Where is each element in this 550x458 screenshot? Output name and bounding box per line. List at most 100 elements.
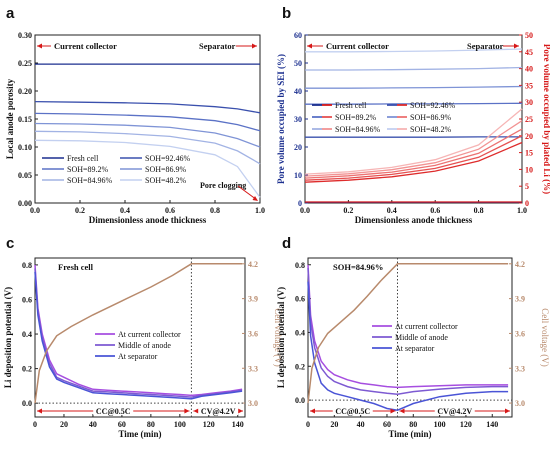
x-tick-label-a: 0.4 <box>120 206 130 215</box>
cc-label-bg-c <box>93 405 134 415</box>
x-tick-label-c: 60 <box>118 420 126 429</box>
cv-arrow-head-right-c <box>238 408 243 414</box>
y-right-tick-label-b: 5 <box>525 182 529 191</box>
y-tick-label-a: 0.10 <box>18 143 32 152</box>
x-tick-label-b: 0.0 <box>300 206 310 215</box>
legend-label-a: SOH=84.96% <box>67 176 113 185</box>
li-line-b <box>304 135 523 181</box>
y-tick-label-b: 40 <box>294 87 302 96</box>
y-tick-label-c: 0.6 <box>22 295 32 304</box>
x-tick-label-b: 0.8 <box>474 206 484 215</box>
li-line-b <box>304 120 523 177</box>
cv-arrow-head-left-d <box>399 408 405 414</box>
x-tick-label-d: 0 <box>306 420 310 429</box>
cc-arrow-head-left-c <box>37 408 42 414</box>
arrow-head-clog-a <box>252 196 258 201</box>
x-tick-label-a: 0.2 <box>75 206 85 215</box>
x-tick-label-c: 120 <box>203 420 215 429</box>
legend-label-b: SOH=84.96% <box>335 125 381 134</box>
y-tick-label-d: 0.8 <box>295 261 305 270</box>
x-tick-label-c: 140 <box>232 420 244 429</box>
legend-label-b: SOH=92.46% <box>410 101 456 110</box>
x-tick-label-b: 0.2 <box>343 206 353 215</box>
x-tick-label-c: 20 <box>60 420 68 429</box>
y-tick-label-a: 0.25 <box>18 59 32 68</box>
y-axis-label-c: Li deposition potential (V) <box>3 287 13 388</box>
y-tick-label-a: 0.20 <box>18 87 32 96</box>
line-series-a <box>34 139 261 198</box>
panel-title-c: Fresh cell <box>58 262 94 272</box>
cv-arrow-head-right-d <box>505 408 510 414</box>
y-right-tick-label-b: 30 <box>525 98 533 107</box>
x-tick-label-d: 20 <box>330 420 338 429</box>
line-series-a <box>34 130 261 165</box>
x-axis-label-c: Time (min) <box>118 429 161 439</box>
cv-label-c: CV@4.2V <box>201 407 236 416</box>
x-tick-label-b: 1.0 <box>517 206 527 215</box>
x-tick-label-d: 80 <box>409 420 417 429</box>
cv-arrow-head-left-c <box>193 408 199 414</box>
cv-label-bg-d <box>434 405 475 415</box>
y-tick-label-a: 0.05 <box>18 171 32 180</box>
y-tick-label-d: 0.2 <box>295 362 305 371</box>
y-right-tick-label-b: 35 <box>525 81 533 90</box>
y-right-tick-label-b: 15 <box>525 149 533 158</box>
x-tick-label-a: 0.0 <box>30 206 40 215</box>
y-tick-label-b: 20 <box>294 143 302 152</box>
x-tick-label-d: 140 <box>486 420 498 429</box>
legend-label-a: SOH=86.9% <box>145 165 187 174</box>
y-right-tick-label-b: 20 <box>525 132 533 141</box>
line-series-a <box>34 122 261 148</box>
legend-label-c: Middle of anode <box>118 341 171 350</box>
panel-label-d: d <box>282 235 291 252</box>
x-tick-label-c: 80 <box>147 420 155 429</box>
line-series-c <box>34 263 243 404</box>
y-right-tick-label-c: 3.6 <box>248 329 258 338</box>
y-tick-label-a: 0.00 <box>18 199 32 208</box>
arrow-head-right-b <box>514 43 519 49</box>
x-tick-label-a: 0.8 <box>210 206 220 215</box>
y-tick-label-b: 60 <box>294 31 302 40</box>
y-right-tick-label-b: 45 <box>525 48 533 57</box>
cc-arrow-head-left-d <box>310 408 315 414</box>
li-line-b <box>304 128 523 179</box>
y-right-tick-label-c: 3.0 <box>248 399 258 408</box>
y-right-tick-label-b: 10 <box>525 165 533 174</box>
x-tick-label-d: 120 <box>460 420 472 429</box>
line-series-d <box>307 281 509 411</box>
line-series-c <box>34 271 243 400</box>
legend-label-b: SOH=89.2% <box>335 113 377 122</box>
line-series-c <box>34 264 243 397</box>
x-tick-label-c: 100 <box>174 420 186 429</box>
cc-label-bg-d <box>332 405 373 415</box>
arrow-head-right-a <box>252 43 257 49</box>
legend-label-a: SOH=48.2% <box>145 176 187 185</box>
annotation-separator-b: Separator <box>467 41 504 51</box>
y-right-tick-label-d: 3.6 <box>515 329 525 338</box>
cc-arrow-head-right-d <box>390 408 396 414</box>
plot-frame-d <box>307 257 513 418</box>
legend-label-c: At separator <box>118 352 158 361</box>
x-axis-label-a: Dimensionless anode thickness <box>89 215 207 225</box>
cc-label-d: CC@0.5C <box>335 407 370 416</box>
sei-line-b <box>305 66 523 71</box>
x-axis-label-b: Dimensionless anode thickness <box>355 215 473 225</box>
legend-label-d: Middle of anode <box>395 333 448 342</box>
line-series-d <box>307 268 509 395</box>
legend-label-a: SOH=92.46% <box>145 154 191 163</box>
y-axis-label-d: Li deposition potential (V) <box>276 287 286 388</box>
y-right-tick-label-c: 3.3 <box>248 364 258 373</box>
panel-label-a: a <box>6 5 15 22</box>
legend-label-a: Fresh cell <box>67 154 99 163</box>
y-tick-label-d: 0.4 <box>295 328 305 337</box>
li-line-b <box>304 141 523 183</box>
y-axis-label-a: Local anode porosity <box>5 78 15 159</box>
x-tick-label-d: 100 <box>434 420 446 429</box>
cc-label-c: CC@0.5C <box>96 407 131 416</box>
legend-label-d: At separator <box>395 344 435 353</box>
x-axis-label-d: Time (min) <box>388 429 431 439</box>
y-tick-label-b: 30 <box>294 115 302 124</box>
annotation-current-collector-a: Current collector <box>54 41 117 51</box>
y-axis-right-label-d: Cell voltage (V) <box>540 308 550 366</box>
